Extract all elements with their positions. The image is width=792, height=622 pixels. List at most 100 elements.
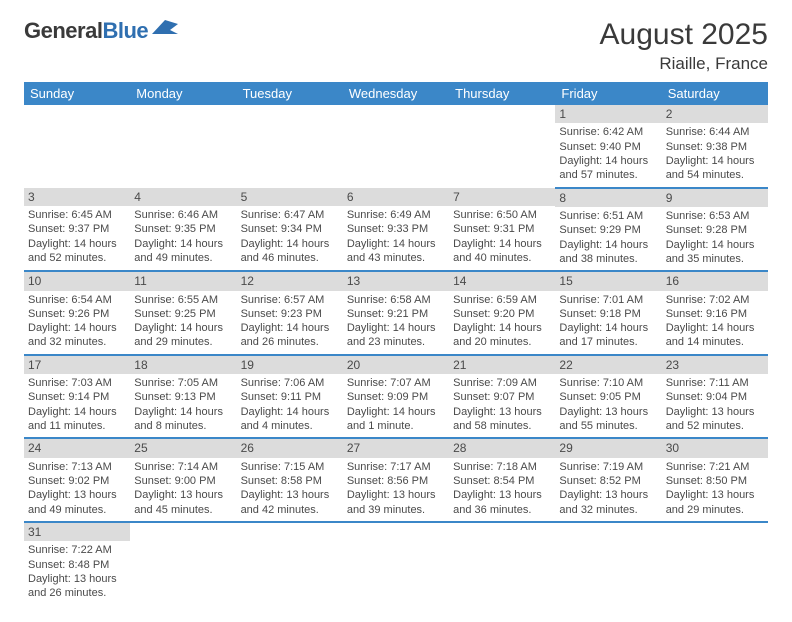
logo-text-2: Blue [102, 18, 148, 44]
day-number: 17 [24, 356, 130, 374]
day-info: Sunrise: 7:02 AMSunset: 9:16 PMDaylight:… [662, 291, 768, 354]
sunrise-text: Sunrise: 6:45 AM [28, 208, 126, 222]
daylight-text: Daylight: 13 hours and 45 minutes. [134, 488, 232, 517]
calendar-cell [130, 522, 236, 605]
daylight-text: Daylight: 13 hours and 26 minutes. [28, 572, 126, 601]
flag-icon [152, 18, 178, 44]
daylight-text: Daylight: 14 hours and 57 minutes. [559, 154, 657, 183]
daylight-text: Daylight: 13 hours and 42 minutes. [241, 488, 339, 517]
day-number: 10 [24, 272, 130, 290]
day-number: 19 [237, 356, 343, 374]
day-number: 16 [662, 272, 768, 290]
calendar-cell: 18Sunrise: 7:05 AMSunset: 9:13 PMDayligh… [130, 355, 236, 439]
sunrise-text: Sunrise: 6:55 AM [134, 293, 232, 307]
daylight-text: Daylight: 14 hours and 32 minutes. [28, 321, 126, 350]
day-number: 5 [237, 188, 343, 206]
sunset-text: Sunset: 9:34 PM [241, 222, 339, 236]
calendar-cell: 7Sunrise: 6:50 AMSunset: 9:31 PMDaylight… [449, 188, 555, 272]
sunrise-text: Sunrise: 6:50 AM [453, 208, 551, 222]
weekday-header: Monday [130, 82, 236, 105]
sunrise-text: Sunrise: 6:53 AM [666, 209, 764, 223]
day-info: Sunrise: 6:58 AMSunset: 9:21 PMDaylight:… [343, 291, 449, 354]
daylight-text: Daylight: 14 hours and 11 minutes. [28, 405, 126, 434]
sunrise-text: Sunrise: 7:09 AM [453, 376, 551, 390]
day-info: Sunrise: 7:10 AMSunset: 9:05 PMDaylight:… [555, 374, 661, 437]
daylight-text: Daylight: 14 hours and 40 minutes. [453, 237, 551, 266]
calendar-row: 31Sunrise: 7:22 AMSunset: 8:48 PMDayligh… [24, 522, 768, 605]
sunrise-text: Sunrise: 7:19 AM [559, 460, 657, 474]
day-info: Sunrise: 7:03 AMSunset: 9:14 PMDaylight:… [24, 374, 130, 437]
sunset-text: Sunset: 9:16 PM [666, 307, 764, 321]
calendar-cell [237, 105, 343, 188]
sunset-text: Sunset: 9:33 PM [347, 222, 445, 236]
day-info: Sunrise: 7:22 AMSunset: 8:48 PMDaylight:… [24, 541, 130, 604]
page-subtitle: Riaille, France [600, 54, 768, 74]
daylight-text: Daylight: 14 hours and 38 minutes. [559, 238, 657, 267]
day-info: Sunrise: 6:57 AMSunset: 9:23 PMDaylight:… [237, 291, 343, 354]
sunset-text: Sunset: 9:04 PM [666, 390, 764, 404]
day-number: 15 [555, 272, 661, 290]
day-info: Sunrise: 7:18 AMSunset: 8:54 PMDaylight:… [449, 458, 555, 521]
page-title: August 2025 [600, 18, 768, 52]
calendar-head: SundayMondayTuesdayWednesdayThursdayFrid… [24, 82, 768, 105]
day-info: Sunrise: 7:06 AMSunset: 9:11 PMDaylight:… [237, 374, 343, 437]
daylight-text: Daylight: 13 hours and 49 minutes. [28, 488, 126, 517]
calendar-cell: 22Sunrise: 7:10 AMSunset: 9:05 PMDayligh… [555, 355, 661, 439]
daylight-text: Daylight: 14 hours and 49 minutes. [134, 237, 232, 266]
day-number: 7 [449, 188, 555, 206]
sunset-text: Sunset: 8:50 PM [666, 474, 764, 488]
sunset-text: Sunset: 9:38 PM [666, 140, 764, 154]
sunset-text: Sunset: 9:28 PM [666, 223, 764, 237]
calendar-cell [130, 105, 236, 188]
sunrise-text: Sunrise: 7:01 AM [559, 293, 657, 307]
day-number: 2 [662, 105, 768, 123]
calendar-cell [237, 522, 343, 605]
day-info: Sunrise: 6:53 AMSunset: 9:28 PMDaylight:… [662, 207, 768, 270]
day-number: 14 [449, 272, 555, 290]
weekday-header: Sunday [24, 82, 130, 105]
sunset-text: Sunset: 9:09 PM [347, 390, 445, 404]
day-number: 31 [24, 523, 130, 541]
calendar-row: 1Sunrise: 6:42 AMSunset: 9:40 PMDaylight… [24, 105, 768, 188]
sunset-text: Sunset: 9:18 PM [559, 307, 657, 321]
day-number: 29 [555, 439, 661, 457]
day-info: Sunrise: 7:11 AMSunset: 9:04 PMDaylight:… [662, 374, 768, 437]
weekday-header: Friday [555, 82, 661, 105]
sunrise-text: Sunrise: 6:57 AM [241, 293, 339, 307]
day-info: Sunrise: 6:59 AMSunset: 9:20 PMDaylight:… [449, 291, 555, 354]
sunrise-text: Sunrise: 7:21 AM [666, 460, 764, 474]
weekday-header: Wednesday [343, 82, 449, 105]
calendar-cell: 8Sunrise: 6:51 AMSunset: 9:29 PMDaylight… [555, 188, 661, 272]
daylight-text: Daylight: 14 hours and 14 minutes. [666, 321, 764, 350]
sunset-text: Sunset: 9:02 PM [28, 474, 126, 488]
day-number: 8 [555, 189, 661, 207]
day-number: 30 [662, 439, 768, 457]
day-number: 4 [130, 188, 236, 206]
day-number: 9 [662, 189, 768, 207]
day-number: 28 [449, 439, 555, 457]
calendar-cell: 2Sunrise: 6:44 AMSunset: 9:38 PMDaylight… [662, 105, 768, 188]
logo: GeneralBlue [24, 18, 178, 44]
day-number: 27 [343, 439, 449, 457]
calendar-cell: 15Sunrise: 7:01 AMSunset: 9:18 PMDayligh… [555, 271, 661, 355]
calendar-cell: 27Sunrise: 7:17 AMSunset: 8:56 PMDayligh… [343, 438, 449, 522]
sunset-text: Sunset: 8:56 PM [347, 474, 445, 488]
calendar-cell: 16Sunrise: 7:02 AMSunset: 9:16 PMDayligh… [662, 271, 768, 355]
day-number: 13 [343, 272, 449, 290]
daylight-text: Daylight: 14 hours and 23 minutes. [347, 321, 445, 350]
calendar-row: 24Sunrise: 7:13 AMSunset: 9:02 PMDayligh… [24, 438, 768, 522]
sunrise-text: Sunrise: 6:46 AM [134, 208, 232, 222]
calendar-cell: 30Sunrise: 7:21 AMSunset: 8:50 PMDayligh… [662, 438, 768, 522]
calendar-cell: 1Sunrise: 6:42 AMSunset: 9:40 PMDaylight… [555, 105, 661, 188]
daylight-text: Daylight: 13 hours and 58 minutes. [453, 405, 551, 434]
day-number: 20 [343, 356, 449, 374]
sunrise-text: Sunrise: 7:17 AM [347, 460, 445, 474]
sunrise-text: Sunrise: 7:22 AM [28, 543, 126, 557]
day-info: Sunrise: 6:44 AMSunset: 9:38 PMDaylight:… [662, 123, 768, 186]
calendar-cell: 11Sunrise: 6:55 AMSunset: 9:25 PMDayligh… [130, 271, 236, 355]
calendar-cell: 12Sunrise: 6:57 AMSunset: 9:23 PMDayligh… [237, 271, 343, 355]
sunrise-text: Sunrise: 6:44 AM [666, 125, 764, 139]
day-info: Sunrise: 7:07 AMSunset: 9:09 PMDaylight:… [343, 374, 449, 437]
sunset-text: Sunset: 9:00 PM [134, 474, 232, 488]
calendar-cell: 14Sunrise: 6:59 AMSunset: 9:20 PMDayligh… [449, 271, 555, 355]
